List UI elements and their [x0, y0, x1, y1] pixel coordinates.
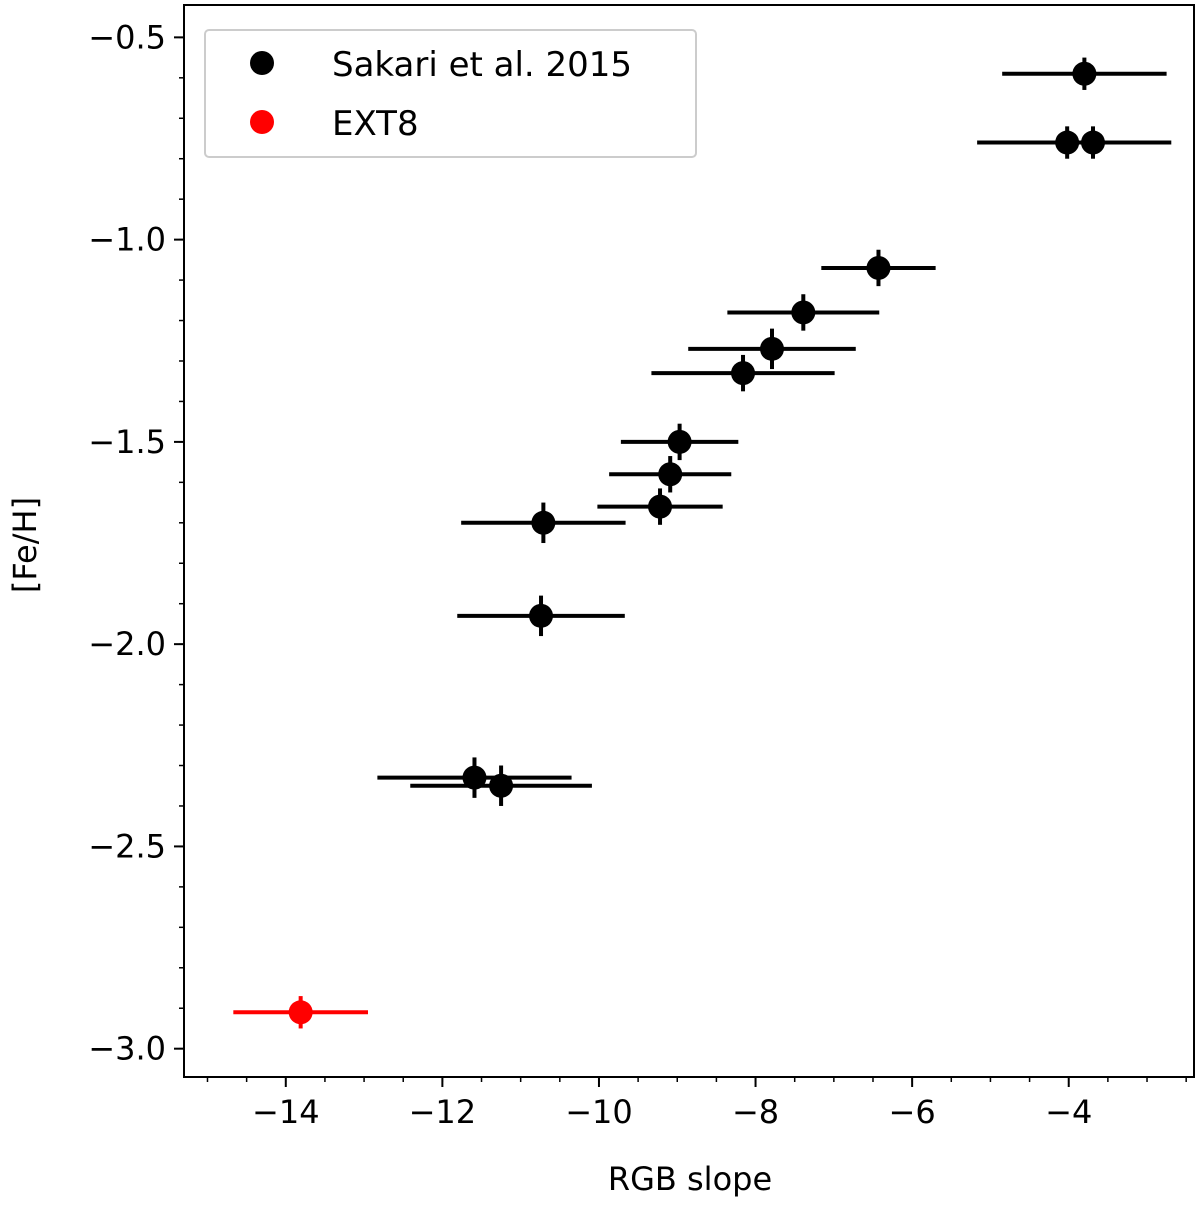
point-marker — [489, 773, 514, 798]
legend-label-ext8: EXT8 — [332, 104, 419, 144]
point-marker — [667, 429, 692, 454]
data-point — [233, 996, 368, 1029]
x-tick-label: −12 — [409, 1093, 477, 1131]
data-point — [727, 294, 880, 331]
data-point — [609, 456, 732, 493]
data-point — [1002, 57, 1167, 90]
point-marker — [791, 300, 816, 325]
x-axis-label: RGB slope — [608, 1160, 772, 1198]
data-point — [377, 757, 572, 798]
x-tick-label: −8 — [732, 1093, 779, 1131]
data-point — [821, 249, 936, 287]
point-marker — [1081, 130, 1105, 155]
y-tick-label: −2.0 — [88, 625, 166, 663]
x-tick-label: −4 — [1045, 1093, 1092, 1131]
y-tick-label: −1.0 — [88, 221, 166, 259]
plot-frame — [183, 4, 1195, 1078]
point-marker — [1072, 61, 1097, 86]
point-marker — [531, 510, 556, 535]
y-tick-label: −2.5 — [88, 827, 166, 865]
point-marker — [759, 336, 784, 361]
data-point — [410, 765, 592, 806]
x-tick-label: −14 — [252, 1093, 320, 1131]
point-marker — [462, 765, 487, 790]
y-tick-label: −0.5 — [88, 18, 166, 56]
y-tick-label: −3.0 — [88, 1030, 166, 1068]
point-marker — [529, 603, 554, 628]
data-point — [597, 488, 723, 525]
axis-ticks: −14 −12 −10 −8 −6 −4 −3.0 −2.5 −2.0 −1.5 −1.0 −0.5 — [88, 18, 1187, 1131]
x-tick-label: −10 — [565, 1093, 633, 1131]
legend-box — [204, 29, 697, 158]
data-point — [620, 423, 739, 461]
data-point — [651, 354, 835, 392]
legend: Sakari et al. 2015 EXT8 — [204, 29, 697, 158]
legend-marker-sakari — [250, 51, 274, 75]
y-axis-label: [Fe/H] — [6, 497, 44, 593]
data-point — [688, 328, 856, 370]
data-point — [457, 595, 625, 637]
data-point — [1014, 126, 1172, 159]
point-marker — [648, 494, 673, 519]
y-tick-label: −1.5 — [88, 423, 166, 461]
legend-marker-ext8 — [250, 110, 274, 134]
data-point — [461, 502, 626, 544]
data-marks — [233, 57, 1172, 1029]
point-marker — [731, 361, 756, 386]
point-marker — [658, 462, 683, 487]
point-marker — [866, 255, 891, 280]
legend-label-sakari: Sakari et al. 2015 — [332, 45, 632, 85]
x-tick-label: −6 — [889, 1093, 936, 1131]
point-marker — [288, 1000, 313, 1025]
